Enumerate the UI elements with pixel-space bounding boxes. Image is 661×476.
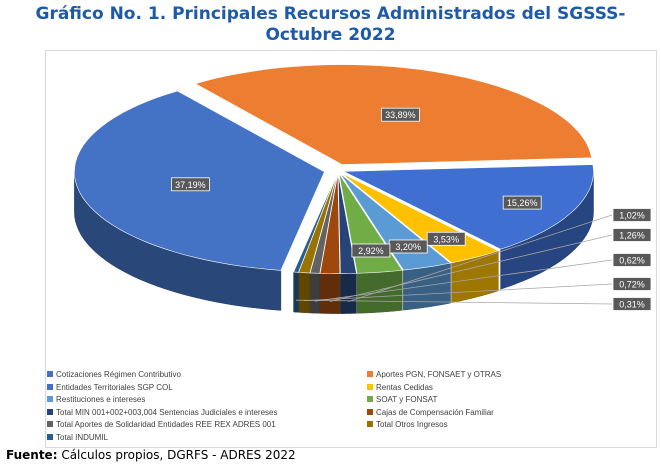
legend-swatch	[367, 421, 373, 427]
legend-swatch	[367, 383, 373, 390]
legend-swatch	[47, 421, 53, 427]
pie-slice-side	[293, 271, 299, 314]
legend-label: Cotizaciones Régimen Contributivo	[56, 370, 181, 379]
pie-slice-side	[298, 272, 311, 314]
legend-item: Restituciones e intereses	[47, 395, 145, 405]
data-label-box	[426, 231, 466, 246]
data-label-box	[612, 228, 652, 242]
source-label: Fuente:	[6, 448, 58, 462]
data-labels: 37,19% 33,89% 15,26% 3,53% 3,20% 2,92% 1,02% 1,…	[170, 107, 652, 311]
legend-label: Total Otros Ingresos	[376, 420, 448, 429]
legend-item: Total MIN 001+002+003,004 Sentencias Jud…	[47, 408, 277, 418]
data-label: 1,02%	[619, 211, 645, 221]
legend-item: SOAT y FONSAT	[367, 395, 437, 405]
pie-tops	[74, 64, 594, 274]
pie-slice	[309, 173, 338, 274]
legend-item: Entidades Territoriales SGP COL	[47, 383, 173, 393]
source-note: Fuente: Cálculos propios, DGRFS - ADRES …	[6, 448, 296, 462]
chart-title-line-1: Gráfico No. 1. Principales Recursos Admi…	[35, 4, 626, 24]
legend-label: Total MIN 001+002+003,004 Sentencias Jud…	[56, 407, 278, 417]
data-label-box	[170, 177, 210, 192]
legend-swatch	[47, 396, 53, 402]
data-label: 15,26%	[507, 198, 538, 208]
legend-label: Total INDUMIL	[56, 432, 109, 442]
legend-swatch	[47, 383, 53, 390]
data-label-box	[351, 243, 391, 258]
data-label-box	[612, 297, 652, 311]
data-label-box	[612, 253, 652, 267]
data-label-box	[612, 277, 652, 291]
source-text: Cálculos propios, DGRFS - ADRES 2022	[57, 448, 296, 462]
legend-label: Rentas Cedidas	[376, 382, 433, 392]
data-label-box	[612, 208, 652, 222]
legend-swatch	[367, 396, 373, 402]
legend-swatch	[367, 408, 373, 415]
legend-label: SOAT y FONSAT	[376, 395, 438, 404]
legend-label: Aportes PGN, FONSAET y OTRAS	[376, 370, 502, 379]
pie-slice	[293, 173, 338, 273]
pie-slice-side	[356, 270, 403, 314]
data-label: 3,53%	[433, 234, 459, 244]
data-label: 0,72%	[619, 280, 645, 290]
data-label: 3,20%	[395, 242, 421, 252]
data-label: 1,26%	[619, 231, 645, 241]
data-label: 37,19%	[175, 180, 206, 190]
legend-swatch	[47, 371, 53, 377]
data-label: 0,31%	[619, 300, 645, 310]
data-label-box	[380, 107, 420, 122]
legend-swatch	[47, 433, 53, 440]
legend-item: Total Aportes de Solidaridad Entidades R…	[47, 420, 276, 430]
legend-item: Cajas de Compensación Familiar	[367, 408, 494, 418]
legend-item: Total INDUMIL	[47, 433, 108, 443]
pie-slice-side	[309, 272, 321, 314]
legend-label: Total Aportes de Solidaridad Entidades R…	[56, 420, 276, 429]
legend-label: Cajas de Compensación Familiar	[376, 407, 494, 417]
leader-line	[304, 283, 613, 302]
legend-item: Aportes PGN, FONSAET y OTRAS	[367, 370, 501, 380]
data-label: 33,89%	[385, 110, 416, 120]
data-label: 0,62%	[619, 256, 645, 266]
pie-slice-side	[340, 273, 357, 314]
legend-item: Total Otros Ingresos	[367, 420, 448, 430]
data-label: 2,92%	[358, 246, 384, 256]
legend-swatch	[367, 371, 373, 377]
pie-slice	[343, 164, 594, 250]
leader-line	[295, 299, 613, 305]
legend-label: Entidades Territoriales SGP COL	[56, 382, 173, 392]
legend-label: Restituciones e intereses	[56, 395, 146, 404]
leader-line	[314, 259, 613, 302]
legend-item: Rentas Cedidas	[367, 383, 433, 393]
chart-title-line-2: Octubre 2022	[265, 25, 396, 45]
chart-title: Gráfico No. 1. Principales Recursos Admi…	[0, 4, 661, 46]
legend-swatch	[47, 408, 53, 415]
data-label-box	[502, 195, 542, 210]
pie-slice	[319, 173, 341, 274]
leader-line	[329, 234, 613, 302]
legend-item: Cotizaciones Régimen Contributivo	[47, 370, 181, 380]
pie-slice-side	[319, 273, 341, 314]
